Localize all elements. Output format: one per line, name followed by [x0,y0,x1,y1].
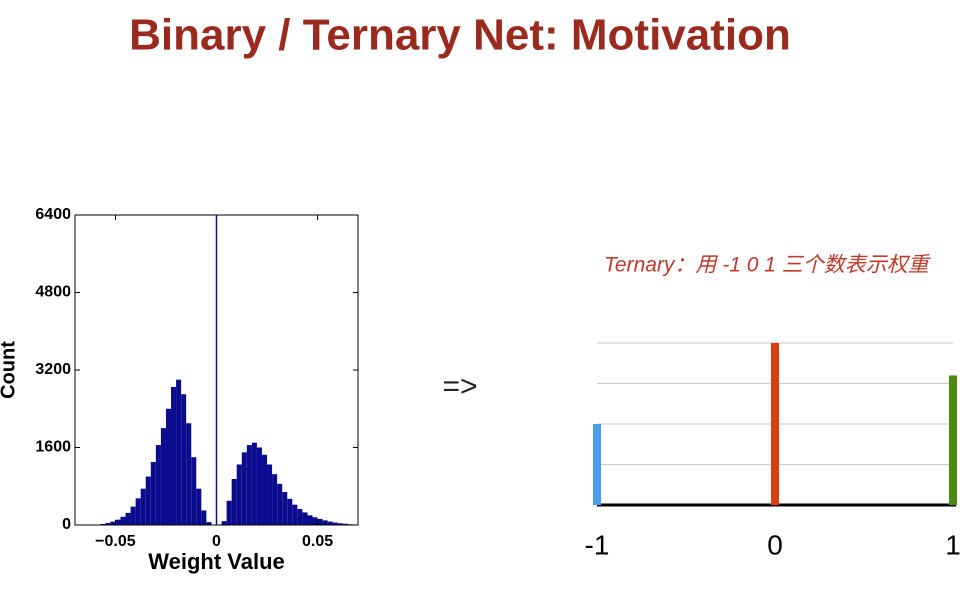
histogram-bar [105,523,111,525]
x-tick-label: -1 [585,529,610,560]
x-tick-label: 0.05 [302,533,333,550]
bar [771,343,779,505]
histogram-bar [297,509,303,525]
histogram-bar [277,483,283,525]
histogram-bar [165,408,172,525]
histogram-bar [292,504,298,525]
histogram-bar [267,464,273,525]
histogram-bar [221,521,227,525]
histogram-bar [125,512,131,525]
x-tick-label: 1 [945,529,961,560]
x-axis-label: Weight Value [148,549,285,574]
histogram-bar [120,516,126,525]
histogram-bar [145,476,151,525]
histogram-bar [201,510,207,525]
annotation: Ternary：用 -1 0 1 三个数表示权重 [604,254,932,277]
histogram-bar [155,445,161,525]
histogram-bar [246,445,252,525]
histogram-bar [261,454,268,525]
histogram-bar [110,521,116,525]
histogram-bar [327,521,333,525]
histogram-bar [150,462,156,525]
x-tick-label: 0 [767,529,783,560]
histogram-bar [186,423,192,525]
histogram-bar [251,442,257,525]
y-tick-label: 6400 [35,206,71,223]
x-tick-label: −0.05 [95,533,136,550]
histogram-bar [332,522,338,525]
histogram-bar [176,379,182,525]
histogram-bar [272,474,278,525]
slide-title: Binary / Ternary Net: Motivation [129,11,791,60]
y-tick-label: 3200 [35,361,71,378]
bar [593,424,601,505]
y-axis-label: Count [0,341,19,399]
histogram-bar [241,452,247,525]
y-tick-label: 1600 [35,439,71,456]
histogram-bar [181,394,187,525]
histogram-bar [236,464,242,525]
arrow: => [442,370,477,403]
histogram-bar [312,517,318,525]
histogram-bar [287,498,293,525]
histogram-bar [191,457,197,525]
histogram-bar [226,500,232,525]
histogram-bar [317,518,323,525]
y-tick-label: 4800 [35,284,71,301]
histogram-bar [322,520,328,525]
histogram-bar [282,492,288,525]
histogram-bar [196,488,202,525]
histogram-bar [256,447,262,525]
histogram-bar [206,522,212,525]
histogram-bar [160,428,166,525]
bar [949,375,957,505]
histogram-bar [135,498,141,525]
histogram-bar [140,488,146,525]
histogram-bar [302,512,308,525]
y-tick-label: 0 [62,516,71,533]
histogram-bar [307,515,313,525]
x-tick-label: 0 [212,533,221,550]
histogram-bar [231,478,237,525]
histogram-bar [130,506,136,525]
histogram-bar [337,523,343,525]
histogram-bar [115,519,121,525]
histogram-bar [171,386,177,525]
histogram-bar [342,523,348,525]
